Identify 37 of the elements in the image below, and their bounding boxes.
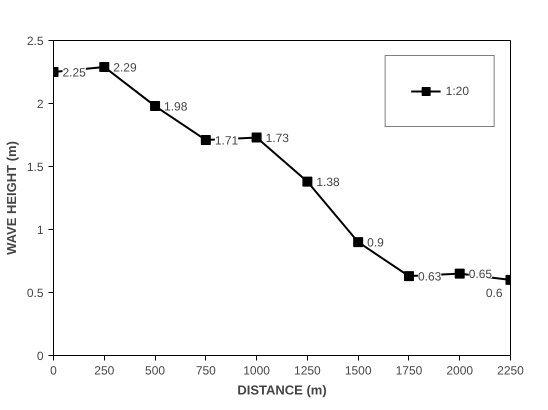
point: [404, 271, 414, 282]
x-tick-label: 500: [145, 364, 166, 378]
x-tick-label: 1000: [243, 364, 270, 378]
y-tick-label: 0: [36, 349, 44, 363]
data-label: 0.6: [486, 286, 503, 300]
data-label: 0.65: [468, 267, 492, 282]
x-tick-label: 2250: [497, 364, 524, 378]
x-tick-label: 750: [196, 364, 216, 378]
x-axis-title: DISTANCE (m): [237, 382, 327, 398]
y-tick-label: 2: [36, 97, 44, 111]
point: [150, 101, 160, 112]
point: [353, 237, 364, 248]
data-label: 2.29: [113, 60, 137, 74]
y-tick-label: 2.5: [26, 34, 44, 48]
legend-label: 1:20: [446, 84, 469, 98]
data-label: 0.9: [367, 236, 384, 250]
point: [454, 268, 465, 279]
x-tick-label: 1750: [396, 364, 423, 378]
y-tick-label: 1: [36, 223, 44, 237]
x-tick-label: 0: [50, 364, 58, 378]
point: [99, 62, 110, 72]
y-tick-label: 1.5: [26, 160, 44, 174]
x-tick-label: 2000: [446, 364, 474, 378]
data-label: 1.73: [266, 131, 290, 146]
x-tick-label: 1500: [344, 364, 372, 378]
data-label: 1.98: [164, 100, 188, 114]
y-tick-label: 0.5: [26, 286, 44, 300]
data-label: 1.71: [214, 134, 239, 148]
point: [200, 135, 211, 146]
data-label: 2.25: [62, 66, 86, 80]
x-tick-label: 1250: [294, 364, 322, 378]
point: [302, 176, 312, 187]
data-label: 0.63: [418, 270, 442, 284]
data-label: 1.38: [316, 175, 340, 190]
x-tick-label: 250: [94, 364, 115, 378]
y-axis-title: WAVE HEIGHT (m): [4, 141, 19, 255]
point: [252, 132, 262, 143]
